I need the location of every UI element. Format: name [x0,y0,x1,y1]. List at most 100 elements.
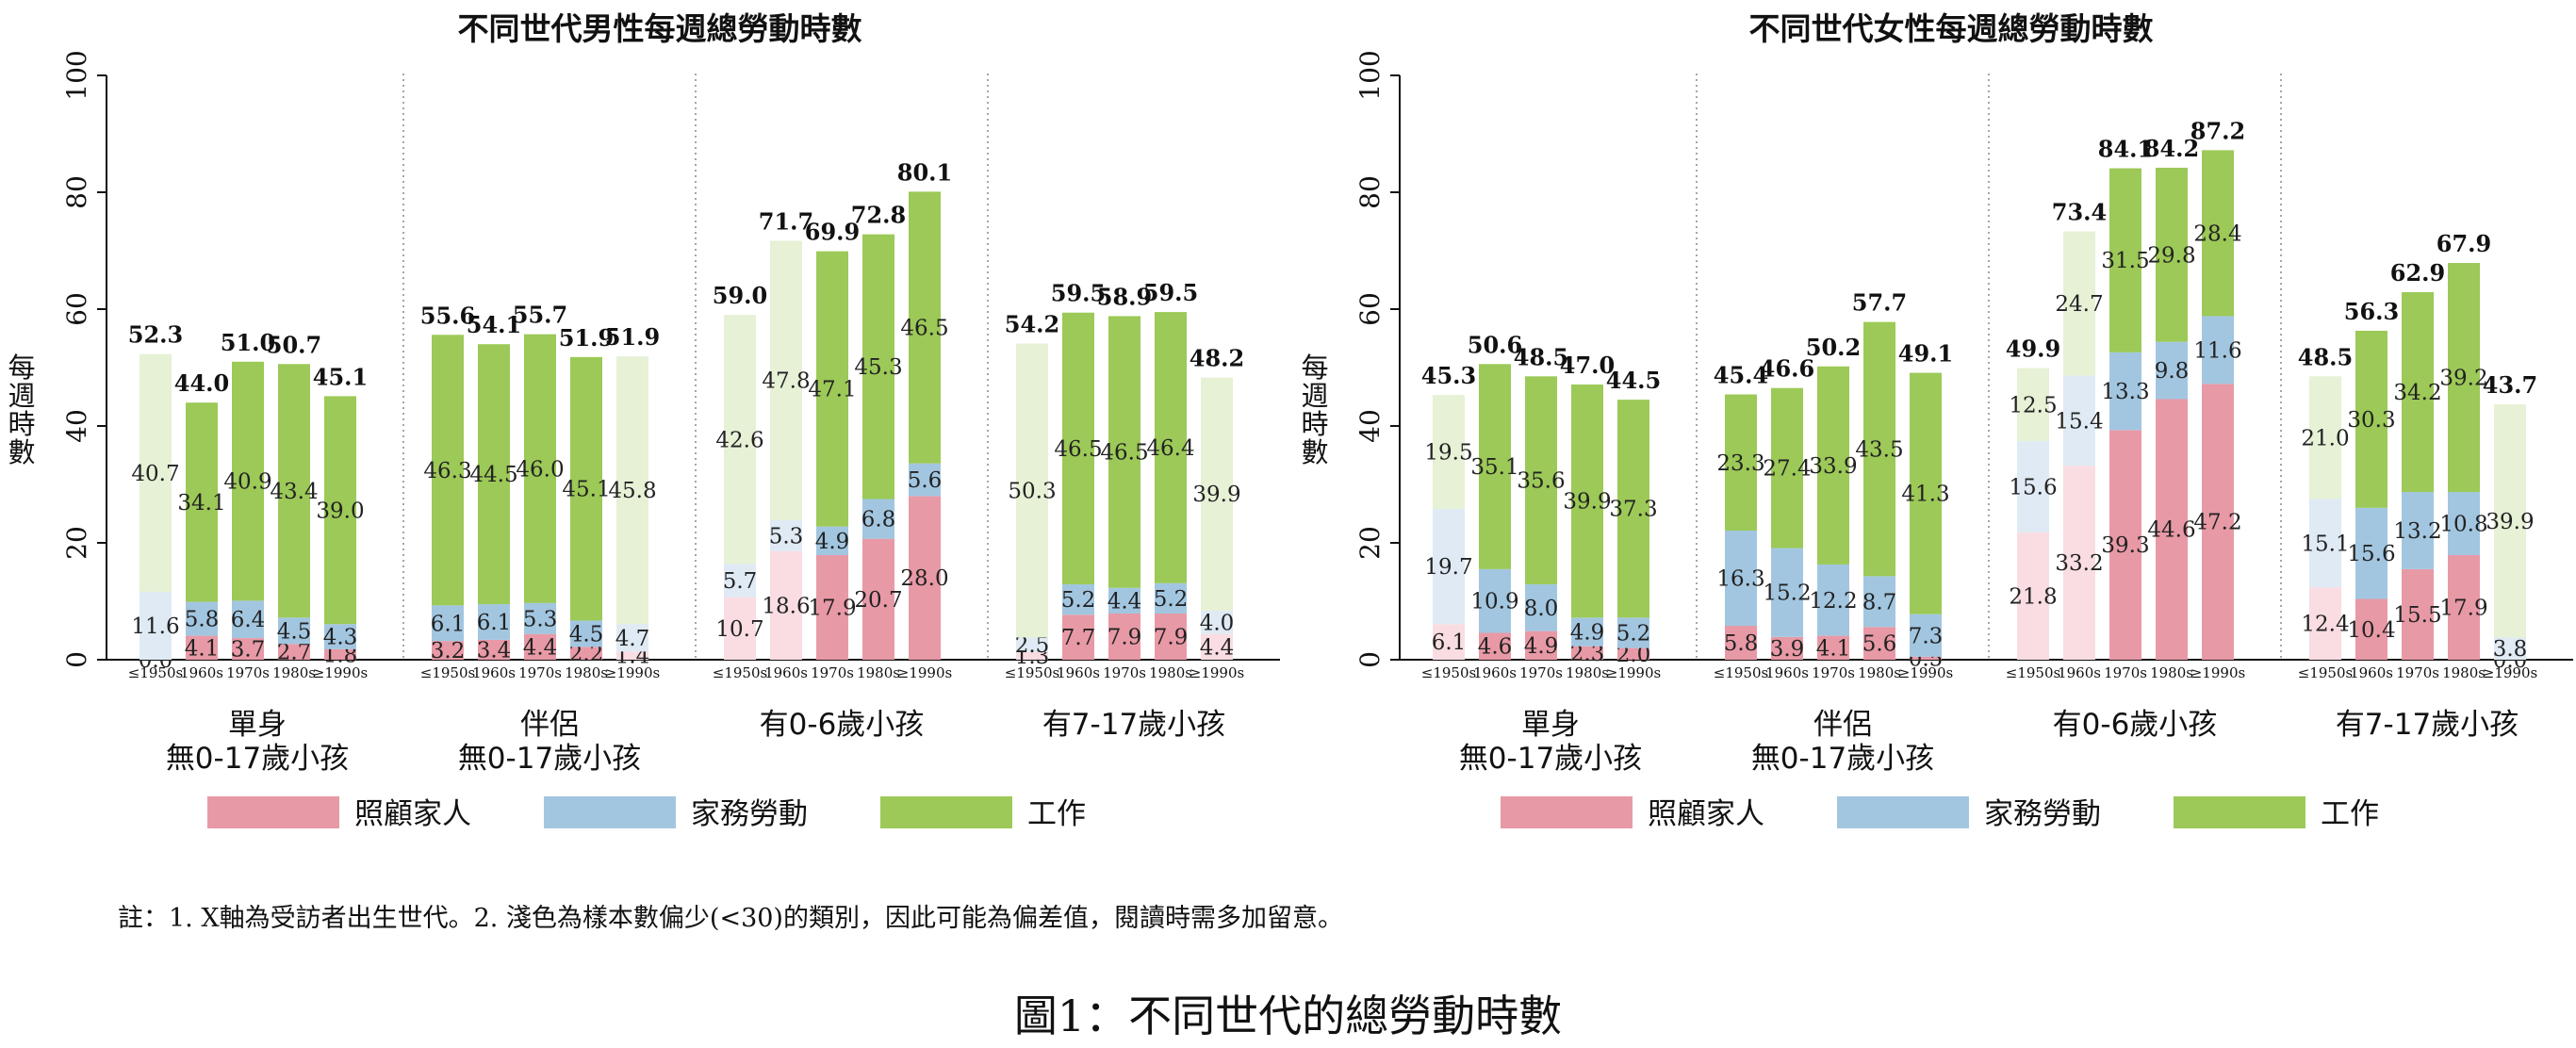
bar-segment-work [2448,263,2480,493]
x-tick-label: 1980s [565,664,608,681]
legend-swatch-care [1501,796,1633,828]
legend-label-care: 照顧家人 [1648,797,1764,831]
bar-segment-housework [1617,617,1649,648]
total-label: 67.9 [2437,230,2491,257]
data-label-care: 12.4 [2301,613,2349,637]
bar-segment-care [1771,636,1803,660]
y-tick-label: 40 [61,409,92,443]
bar-segment-housework [2309,499,2341,588]
data-label-housework: 5.8 [185,608,220,632]
group-label: 單身 [228,708,287,742]
data-label-work: 31.5 [2101,249,2149,273]
chart-title: 不同世代男性每週總勞動時數 [458,10,862,47]
data-label-care: 3.9 [1770,637,1805,662]
bar-segment-care [770,550,802,660]
group-label: 伴侶 [1813,708,1872,742]
bar-segment-work [2402,292,2434,493]
y-tick-label: 100 [1354,50,1386,100]
y-axis-title-char: 週 [8,380,35,412]
total-label: 49.9 [2006,336,2060,363]
x-tick-label: 1960s [764,664,808,681]
data-label-housework: 11.6 [131,614,179,639]
x-tick-label: ≥1990s [2190,664,2245,681]
bar-segment-work [1062,312,1094,585]
legend-label-care: 照顧家人 [354,797,471,831]
bar-segment-work [816,251,848,527]
data-label-work: 40.7 [131,462,179,486]
x-tick-label: ≥1990s [313,664,368,681]
bar-segment-care [2109,430,2141,660]
x-tick-label: ≥1990s [2483,664,2537,681]
data-label-care: 44.6 [2147,518,2195,543]
bar-segment-housework [2017,441,2049,532]
total-label: 69.9 [805,219,860,246]
total-label: 54.2 [1005,311,1059,338]
bar-segment-housework [1817,564,1849,636]
y-axis-title-char: 時 [8,408,35,440]
bar-segment-housework [1155,582,1187,614]
data-label-care: 10.7 [715,617,763,642]
data-label-work: 19.5 [1424,441,1472,466]
bar-segment-housework [2448,492,2480,556]
x-tick-label: 1970s [1103,664,1146,681]
bar-segment-work [2156,167,2188,342]
data-label-housework: 4.9 [1570,621,1605,646]
bar-segment-housework [1479,568,1511,633]
bar-segment-work [1863,321,1895,577]
legend-swatch-housework [544,796,676,828]
bar-segment-work [2109,168,2141,352]
bar-segment-housework [616,624,648,652]
x-tick-label: ≤1950s [1005,664,1059,681]
x-tick-label: 1960s [2058,664,2101,681]
x-tick-label: ≤1950s [713,664,767,681]
data-label-work: 21.0 [2301,426,2349,450]
group-label: 單身 [1521,708,1580,742]
bar-segment-housework [570,620,602,647]
total-label: 80.1 [897,158,952,186]
bar-segment-work [1525,376,1557,585]
y-tick-label: 0 [61,651,92,668]
y-tick-label: 100 [61,50,92,100]
data-label-housework: 9.8 [2155,359,2190,384]
data-label-housework: 5.2 [1061,588,1096,613]
group-label: 有0-6歲小孩 [2053,708,2218,742]
bar-segment-work [324,396,356,625]
bar-segment-care [2448,555,2480,660]
data-label-housework: 16.3 [1716,567,1764,592]
bar-segment-housework [1016,637,1048,652]
bar-segment-work [2017,368,2049,442]
data-label-housework: 13.3 [2101,380,2149,404]
bar-segment-care [478,639,510,660]
bar-segment-work [278,364,310,618]
data-label-work: 46.4 [1146,436,1194,461]
legend-label-work: 工作 [1027,797,1086,831]
total-label: 52.3 [128,321,183,349]
total-label: 51.9 [559,324,614,352]
total-label: 59.5 [1051,280,1106,307]
total-label: 50.7 [267,331,321,358]
x-tick-label: 1960s [2350,664,2393,681]
x-tick-label: 1980s [857,664,900,681]
total-label: 84.1 [2098,136,2153,163]
legend-swatch-work [2174,796,2305,828]
data-label-care: 17.9 [808,597,856,621]
data-label-care: 10.4 [2347,618,2395,643]
bar-segment-housework [1062,584,1094,615]
group-label: 無0-17歲小孩 [166,742,349,776]
data-label-care: 20.7 [854,588,902,613]
bar-segment-work [2309,376,2341,499]
total-label: 49.1 [1898,340,1953,368]
x-tick-label: ≥1990s [605,664,660,681]
bar-segment-work [2494,404,2526,638]
y-axis-title-char: 數 [8,436,35,468]
data-label-work: 27.4 [1763,457,1811,482]
bar-segment-work [524,334,556,603]
bar-segment-work [1617,400,1649,618]
data-label-work: 46.5 [1100,441,1148,466]
bar-segment-work [139,353,172,593]
bar-segment-housework [770,519,802,551]
bar-segment-care [2063,466,2095,660]
x-tick-label: 1970s [811,664,854,681]
bar-segment-care [1571,646,1603,660]
